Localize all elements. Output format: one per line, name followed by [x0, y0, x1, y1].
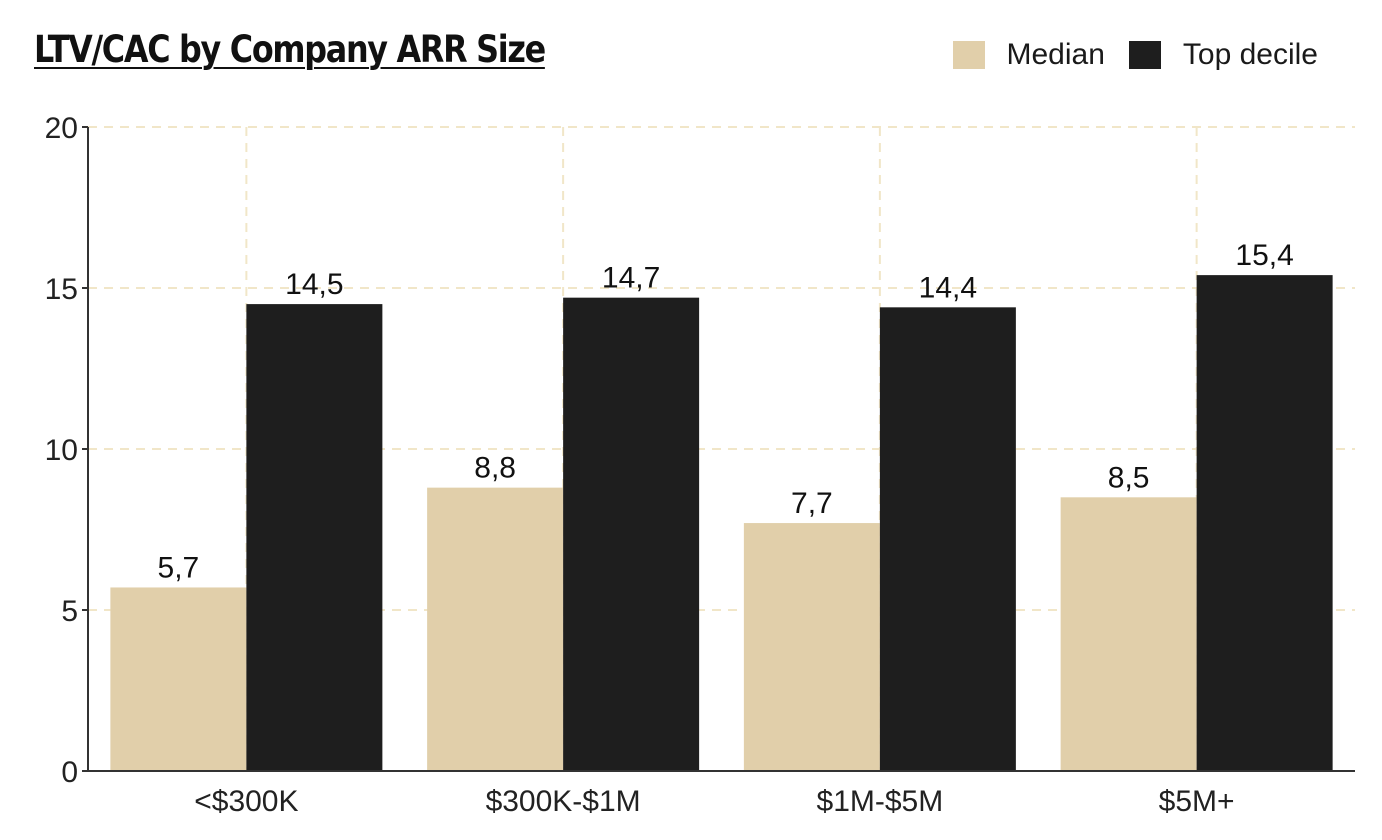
- bar-top-decile-2: [879, 307, 1016, 771]
- legend-label-median: Median: [1006, 38, 1105, 71]
- y-tick-label-0: 0: [61, 756, 78, 789]
- bar-median-1: [427, 487, 564, 771]
- y-tick-label-2: 10: [45, 434, 78, 467]
- x-tick-label-1: $300K-$1M: [486, 785, 641, 818]
- data-label-median-3: 8,5: [1108, 461, 1150, 494]
- data-label-top-decile-0: 14,5: [285, 268, 343, 301]
- y-tick-label-3: 15: [45, 273, 78, 306]
- y-tick-label-4: 20: [45, 112, 78, 145]
- bar-top-decile-3: [1196, 275, 1333, 771]
- legend-item-median: Median: [952, 38, 1105, 72]
- bar-median-2: [743, 523, 880, 771]
- chart-title: LTV/CAC by Company ARR Size: [34, 28, 546, 71]
- legend-swatch-median: [952, 41, 985, 69]
- data-label-top-decile-3: 15,4: [1235, 239, 1293, 272]
- legend-label-top-decile: Top decile: [1182, 38, 1318, 71]
- data-label-top-decile-1: 14,7: [602, 262, 660, 295]
- y-tick-label-1: 5: [61, 595, 78, 628]
- legend-swatch-top-decile: [1128, 41, 1161, 69]
- data-label-median-1: 8,8: [474, 452, 516, 485]
- bar-median-0: [110, 587, 247, 771]
- bar-top-decile-1: [563, 297, 700, 771]
- data-label-median-2: 7,7: [791, 487, 833, 520]
- legend: Median Top decile: [929, 38, 1318, 72]
- x-tick-label-3: $5M+: [1159, 785, 1235, 818]
- x-tick-label-2: $1M-$5M: [817, 785, 944, 818]
- data-label-median-0: 5,7: [158, 551, 200, 584]
- bar-top-decile-0: [246, 304, 383, 771]
- x-tick-label-0: <$300K: [194, 785, 298, 818]
- data-label-top-decile-2: 14,4: [919, 271, 977, 304]
- bar-median-3: [1060, 497, 1197, 771]
- legend-item-top-decile: Top decile: [1128, 38, 1318, 72]
